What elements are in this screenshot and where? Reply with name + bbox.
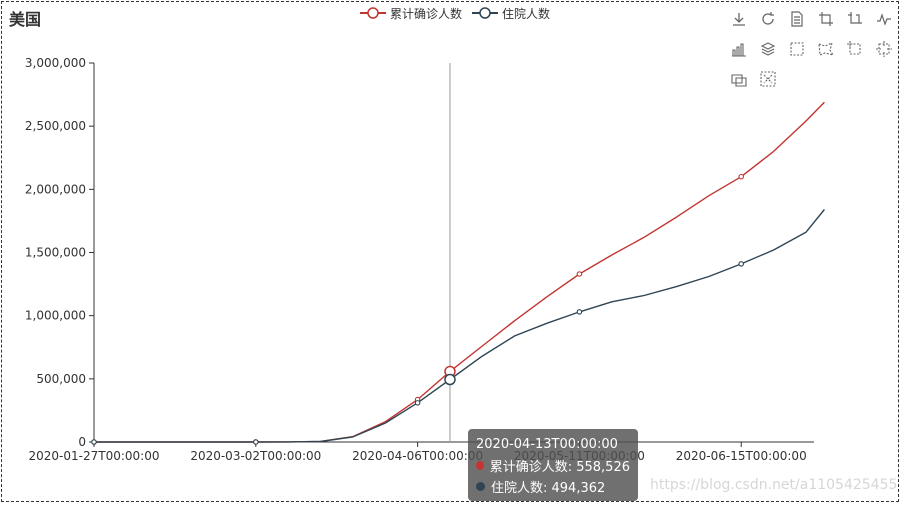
- y-tick-label: 2,500,000: [25, 119, 86, 133]
- series-point: [414, 400, 421, 406]
- series-line-0: [94, 101, 825, 443]
- tooltip-row-hospitalized: 住院人数: 494,362: [476, 476, 630, 497]
- legend-hospitalized-label: 住院人数: [502, 6, 551, 21]
- y-tick-label: 500,000: [36, 372, 86, 386]
- tooltip-row-confirmed: 累计确诊人数: 558,526: [476, 455, 630, 476]
- zoom-icon[interactable]: [815, 8, 837, 30]
- select-polygon-icon[interactable]: [815, 38, 837, 60]
- data-view-icon[interactable]: [786, 8, 808, 30]
- bar-chart-icon[interactable]: [728, 38, 750, 60]
- y-tick-label: 1,500,000: [25, 246, 86, 260]
- legend-confirmed-label: 累计确诊人数: [390, 6, 463, 21]
- keep-select-icon[interactable]: [844, 38, 866, 60]
- legend-item-confirmed[interactable]: 累计确诊人数: [360, 5, 462, 22]
- tooltip-dot-confirmed: [476, 461, 484, 470]
- x-tick-label: 2020-03-02T00:00:00: [190, 449, 321, 463]
- series-point: [91, 439, 97, 445]
- y-tick-label: 0: [78, 435, 86, 449]
- download-icon[interactable]: [728, 8, 750, 30]
- stack-icon[interactable]: [757, 38, 779, 60]
- watermark: https://blog.csdn.net/a1105425455: [650, 477, 898, 493]
- series-line-1: [94, 209, 825, 443]
- y-tick-label: 2,000,000: [25, 182, 86, 196]
- tooltip-confirmed-label: 累计确诊人数: 558,526: [489, 460, 630, 475]
- legend-hospitalized-marker: [472, 7, 499, 19]
- tooltip-dot-hospitalized: [476, 482, 485, 491]
- x-tick-label: 2020-01-27T00:00:00: [29, 449, 160, 463]
- line-chart-icon[interactable]: [873, 8, 895, 30]
- tooltip-header: 2020-04-13T00:00:00: [476, 437, 618, 452]
- series-point-highlight: [444, 373, 456, 386]
- series-point: [738, 261, 744, 267]
- refresh-icon[interactable]: [757, 8, 779, 30]
- tooltip: 2020-04-13T00:00:00 累计确诊人数: 558,526 住院人数…: [468, 429, 638, 501]
- x-tick-label: 2020-04-06T00:00:00: [352, 449, 483, 463]
- series-point: [253, 439, 259, 445]
- tooltip-hospitalized-label: 住院人数: 494,362: [491, 481, 606, 496]
- chart-title: 美国: [9, 10, 42, 29]
- y-tick-label: 3,000,000: [25, 56, 86, 70]
- legend-item-hospitalized[interactable]: 住院人数: [472, 5, 550, 22]
- series-point: [738, 173, 744, 180]
- x-tick-label: 2020-06-15T00:00:00: [676, 449, 807, 463]
- clear-select-icon[interactable]: [873, 38, 895, 60]
- legend-confirmed-marker: [360, 7, 386, 19]
- series-point: [576, 271, 583, 277]
- y-tick-label: 1,000,000: [25, 309, 86, 323]
- brush-icon[interactable]: [728, 68, 750, 90]
- legend: 累计确诊人数 住院人数: [360, 4, 560, 22]
- series-point: [576, 309, 583, 315]
- select-rect-icon[interactable]: [786, 38, 808, 60]
- clear-brush-icon[interactable]: [757, 68, 779, 90]
- zoom-reset-icon[interactable]: [844, 8, 866, 30]
